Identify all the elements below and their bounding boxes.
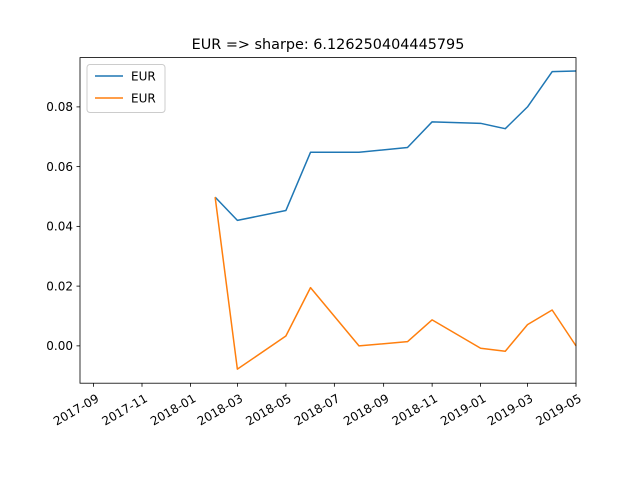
axes-frame — [79, 57, 577, 384]
legend: EUR EUR — [86, 64, 166, 113]
y-tick-label: 0.04 — [46, 220, 73, 234]
legend-label-1: EUR — [131, 69, 156, 83]
y-tick-label: 0.06 — [46, 160, 73, 174]
y-tick-label: 0.08 — [46, 100, 73, 114]
legend-label-2: EUR — [131, 91, 156, 105]
y-tick-label: 0.02 — [46, 279, 73, 293]
chart-title: EUR => sharpe: 6.126250404445795 — [192, 37, 465, 53]
y-tick-label: 0.00 — [46, 339, 73, 353]
series-layer — [214, 70, 577, 370]
series-line-1 — [214, 70, 577, 222]
series-line-2 — [214, 197, 577, 370]
